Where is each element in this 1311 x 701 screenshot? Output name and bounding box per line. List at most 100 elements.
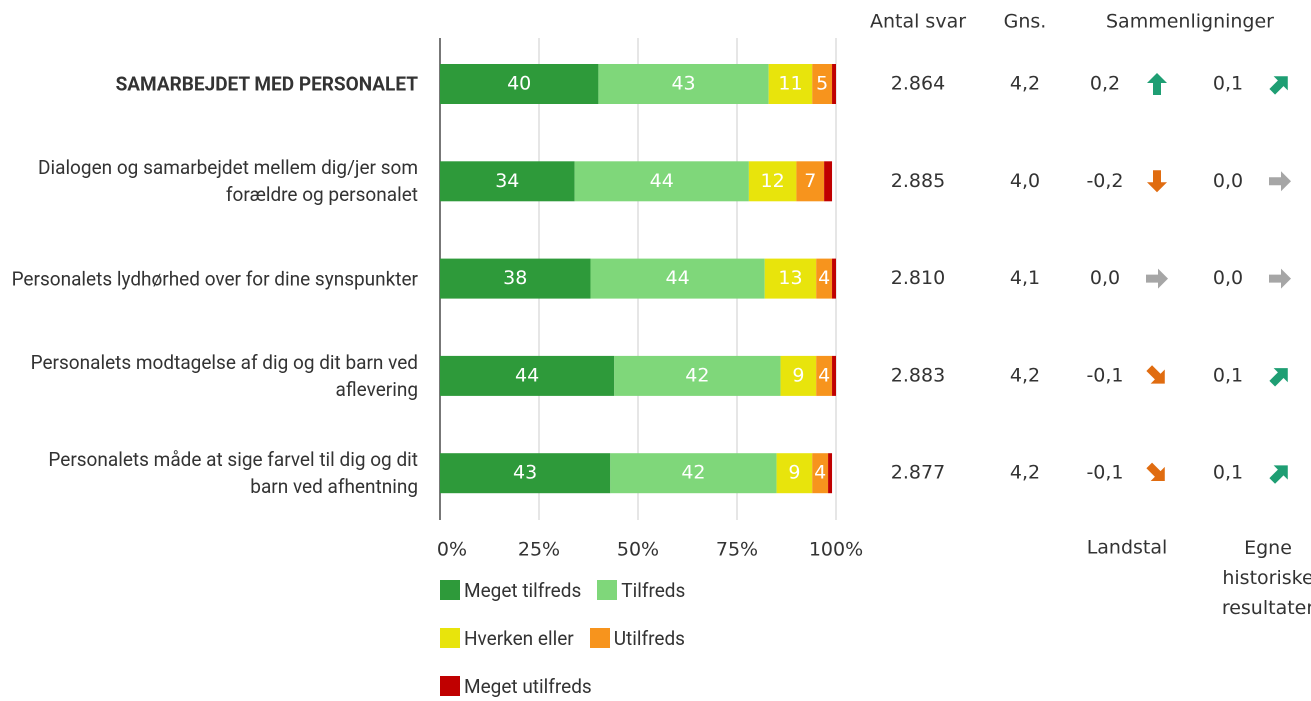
bar-segment	[812, 64, 833, 104]
trend-arrow	[1146, 462, 1165, 481]
label-line: resultater	[1222, 597, 1311, 619]
bar-segment	[816, 355, 833, 396]
bar-value-label: 34	[495, 170, 519, 192]
bar-value-label: 40	[507, 73, 531, 95]
legend-item: Meget utilfreds	[440, 672, 592, 700]
trend-arrow	[1146, 365, 1165, 384]
legend-item: Meget tilfreds	[440, 576, 581, 604]
x-tick-label: 100%	[809, 539, 863, 561]
column-header: Gns.	[1004, 11, 1047, 33]
bar-segment	[610, 453, 777, 494]
category-label: SAMARBEJDET MED PERSONALET	[115, 72, 418, 96]
comparison-value: 0,0	[1213, 170, 1243, 192]
legend-label: Tilfreds	[621, 578, 686, 602]
x-tick-label: 75%	[716, 539, 758, 561]
category-label: Personalets måde at sige farvel til dig …	[48, 448, 418, 499]
trend-arrow	[1269, 465, 1288, 484]
bar-value-label: 12	[761, 170, 785, 192]
comparison-value: -0,1	[1086, 462, 1123, 484]
column-header: Antal svar	[870, 11, 966, 33]
bar-segment	[440, 258, 591, 299]
bar-value-label: 11	[778, 73, 802, 95]
comparison-value: 0,2	[1090, 73, 1120, 95]
x-tick-label: 25%	[518, 539, 560, 561]
bar-segment	[812, 453, 829, 494]
bar-value-label: 43	[671, 73, 695, 95]
legend-label: Meget tilfreds	[464, 578, 582, 602]
bar-value-label: 7	[804, 170, 816, 192]
bar-value-label: 44	[666, 267, 690, 289]
column-value: 4,2	[1010, 73, 1040, 95]
column-value: 2.864	[891, 73, 945, 95]
category-label: Dialogen og samarbejdet mellem dig/jer s…	[38, 156, 418, 207]
legend-label: Utilfreds	[613, 626, 685, 650]
bar-value-label: 4	[814, 462, 826, 484]
comparison-value: 0,1	[1213, 73, 1243, 95]
column-value: 2.883	[891, 364, 945, 386]
bar-segment	[828, 453, 833, 494]
legend-swatch	[589, 628, 610, 648]
x-tick-label: 0%	[437, 539, 467, 561]
legend-swatch	[597, 580, 618, 600]
bar-segment	[776, 453, 813, 494]
bar-value-label: 43	[513, 462, 537, 484]
bar-value-label: 42	[685, 364, 709, 386]
bar-segment	[748, 161, 797, 202]
column-value: 4,1	[1010, 267, 1040, 289]
legend: Meget tilfreds Tilfreds Hverken eller Utilf…	[440, 576, 790, 700]
bar-segment	[796, 161, 825, 202]
bar-value-label: 4	[818, 267, 830, 289]
bar-segment	[824, 161, 833, 202]
bar-segment	[590, 258, 765, 299]
bar-segment	[832, 258, 836, 299]
bar-segment	[598, 64, 769, 104]
bar-segment	[832, 355, 836, 396]
column-value: 4,2	[1010, 462, 1040, 484]
label-line: Egne	[1244, 537, 1292, 559]
bar-value-label: 44	[515, 364, 539, 386]
column-value: 4,2	[1010, 364, 1040, 386]
bar-value-label: 13	[778, 267, 802, 289]
trend-arrow	[1269, 171, 1291, 192]
trend-arrow	[1269, 368, 1288, 387]
category-label: Personalets modtagelse af dig og dit bar…	[30, 350, 418, 401]
legend-item: Hverken eller	[440, 624, 574, 652]
comparisons-header: Sammenligninger	[1106, 11, 1274, 33]
bar-value-label: 9	[792, 364, 804, 386]
comparison-value: 0,0	[1090, 267, 1120, 289]
column-value: 2.877	[891, 462, 945, 484]
bar-segment	[768, 64, 813, 104]
comparison-group-label: Egne historiske resultater	[1222, 537, 1311, 619]
trend-arrow	[1269, 268, 1291, 289]
x-tick-label: 50%	[617, 539, 659, 561]
bar-segment	[440, 64, 599, 104]
comparison-value: -0,1	[1086, 364, 1123, 386]
comparison-value: 0,0	[1213, 267, 1243, 289]
comparison-value: 0,1	[1213, 462, 1243, 484]
bar-segment	[440, 453, 611, 494]
bar-value-label: 44	[650, 170, 674, 192]
bar-value-label: 5	[816, 73, 828, 95]
trend-arrow	[1146, 268, 1168, 289]
bar-segment	[832, 64, 836, 104]
bar-segment	[816, 258, 833, 299]
trend-arrow	[1147, 170, 1167, 193]
comparison-value: -0,2	[1086, 170, 1123, 192]
bar-segment	[780, 355, 817, 396]
legend-label: Hverken eller	[464, 626, 574, 650]
legend-item: Tilfreds	[597, 576, 685, 604]
legend-swatch	[440, 676, 460, 696]
column-value: 2.885	[891, 170, 945, 192]
legend-item: Utilfreds	[589, 624, 685, 652]
category-label: Personalets lydhørhed over for dine syns…	[11, 267, 418, 291]
legend-swatch	[440, 580, 460, 600]
bar-value-label: 38	[503, 267, 527, 289]
bar-segment	[440, 355, 615, 396]
comparison-group-label: Landstal	[1087, 537, 1168, 559]
bar-segment	[574, 161, 749, 202]
trend-arrow	[1147, 73, 1167, 95]
legend-label: Meget utilfreds	[464, 674, 592, 698]
legend-swatch	[440, 628, 460, 648]
